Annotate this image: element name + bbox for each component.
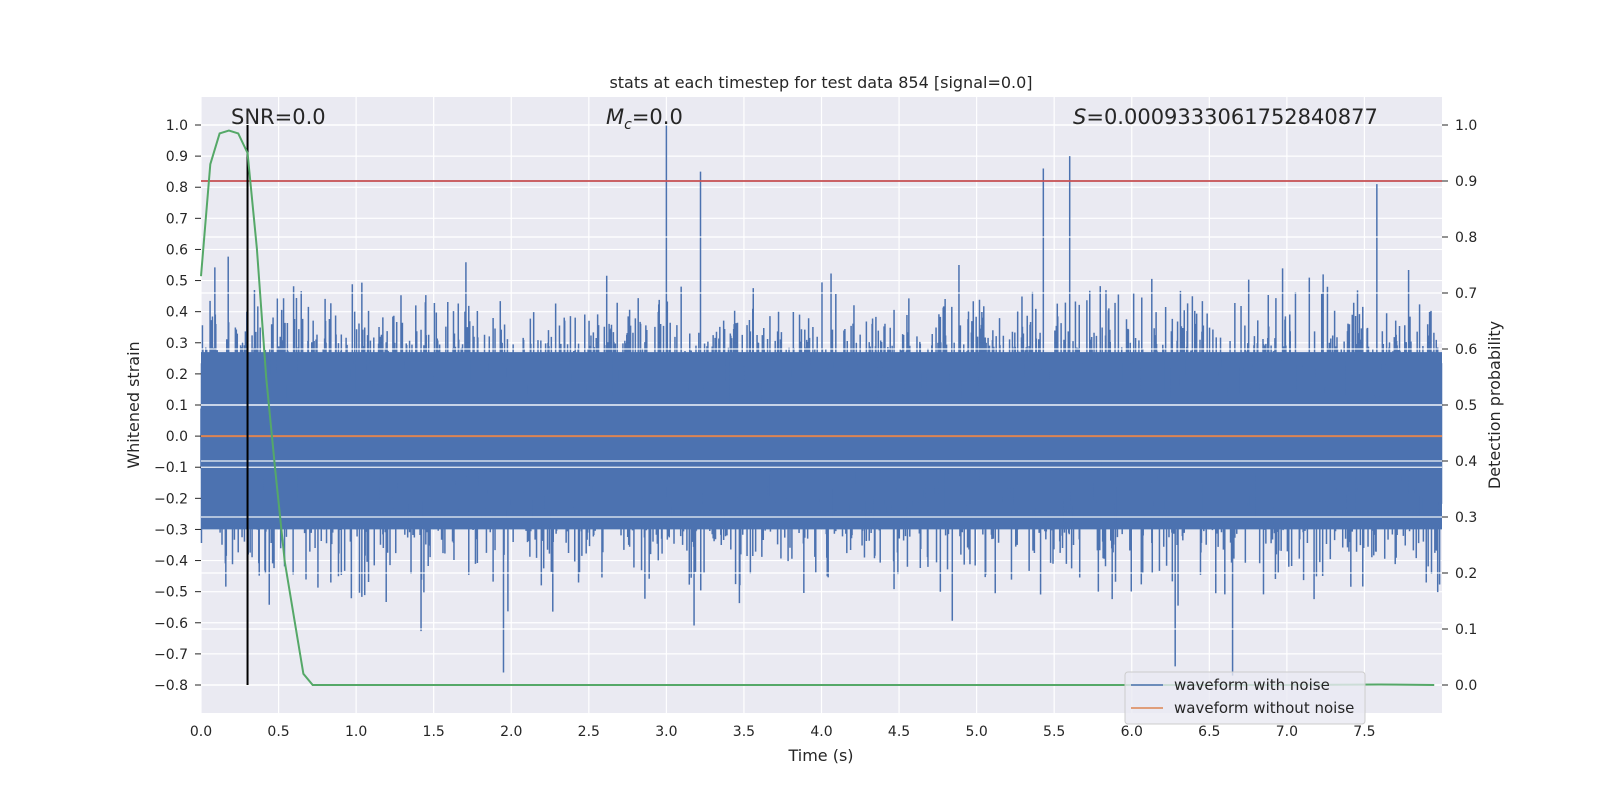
y-tick-label: −0.7 — [154, 647, 188, 663]
y-tick-label: −0.5 — [154, 585, 188, 601]
x-tick-label: 3.0 — [655, 724, 677, 740]
y-right-tick-label: 0.4 — [1455, 454, 1477, 470]
x-tick-label: 0.0 — [190, 724, 212, 740]
x-tick-label: 5.5 — [1043, 724, 1065, 740]
y-tick-label: 0.5 — [166, 274, 188, 290]
y-tick-label: 0.9 — [166, 149, 188, 165]
y-tick-label: 0.4 — [166, 305, 188, 321]
y-right-tick-label: 0.8 — [1455, 230, 1477, 246]
y-tick-label: −0.2 — [154, 491, 188, 507]
y-tick-label: −0.8 — [154, 678, 188, 694]
x-tick-label: 4.5 — [888, 724, 910, 740]
chart-title: stats at each timestep for test data 854… — [609, 73, 1032, 92]
detection-probability-line — [200, 129, 1435, 686]
x-tick-label: 6.0 — [1121, 724, 1143, 740]
y-tick-label: −0.4 — [154, 554, 188, 570]
mc-subscript: c — [624, 117, 632, 133]
y-tick-label: −0.3 — [154, 522, 188, 538]
y-right-tick-label: 0.2 — [1455, 566, 1477, 582]
score-annotation: S=0.0009333061752840877 — [1073, 105, 1378, 129]
chirp-mass-annotation: Mc=0.0 — [606, 105, 683, 133]
y-right-tick-label: 0.3 — [1455, 510, 1477, 526]
s-value: =0.0009333061752840877 — [1086, 105, 1378, 129]
series-waveform-with-noise — [200, 125, 1443, 676]
y-tick-labels: 1.0 0.9 0.8 0.7 0.6 0.5 0.4 0.3 0.2 0.1 0.0 −0.1 −0.… — [154, 118, 201, 694]
s-symbol: S — [1073, 105, 1086, 129]
mc-value: =0.0 — [632, 105, 683, 129]
snr-annotation: SNR=0.0 — [231, 105, 326, 129]
x-tick-label: 7.0 — [1276, 724, 1298, 740]
x-tick-labels: 0.0 0.5 1.0 1.5 2.0 2.5 3.0 3.5 4.0 4.5 5.0 5.5 6.0 6… — [190, 724, 1376, 740]
series-lines — [200, 124, 1442, 686]
y-right-tick-label: 0.6 — [1455, 342, 1477, 358]
legend: waveform with noise waveform without noi… — [1124, 671, 1366, 725]
y-tick-label: 0.1 — [166, 398, 188, 414]
x-tick-label: 6.5 — [1198, 724, 1220, 740]
y-right-axis-label: Detection probability — [1485, 321, 1504, 489]
x-tick-label: 2.0 — [500, 724, 522, 740]
y-tick-label: 0.3 — [166, 336, 188, 352]
x-tick-label: 0.5 — [267, 724, 289, 740]
y-tick-label: 0.7 — [166, 211, 188, 227]
y-right-tick-label: 0.1 — [1455, 622, 1477, 638]
y-tick-label: 0.0 — [166, 429, 188, 445]
x-tick-label: 4.0 — [810, 724, 832, 740]
legend-label-without-noise: waveform without noise — [1174, 699, 1354, 717]
x-tick-label: 1.0 — [345, 724, 367, 740]
y-right-tick-label: 0.9 — [1455, 174, 1477, 190]
y-right-tick-label: 0.7 — [1455, 286, 1477, 302]
y-tick-label: 1.0 — [166, 118, 188, 134]
y-tick-label: 0.8 — [166, 180, 188, 196]
legend-label-with-noise: waveform with noise — [1174, 676, 1330, 694]
y-tick-label: 0.2 — [166, 367, 188, 383]
x-axis-label: Time (s) — [787, 746, 853, 765]
y-right-tick-label: 0.5 — [1455, 398, 1477, 414]
y-tick-label: −0.6 — [154, 616, 188, 632]
x-tick-label: 1.5 — [423, 724, 445, 740]
legend-box — [1124, 671, 1366, 725]
x-tick-label: 5.0 — [965, 724, 987, 740]
x-tick-label: 3.5 — [733, 724, 755, 740]
x-tick-label: 2.5 — [578, 724, 600, 740]
y-right-tick-label: 1.0 — [1455, 118, 1477, 134]
y-tick-label: −0.1 — [154, 460, 188, 476]
y-tick-label: 0.6 — [166, 242, 188, 258]
mc-symbol: M — [606, 105, 624, 129]
x-tick-label: 7.5 — [1353, 724, 1375, 740]
y-right-tick-labels: 1.0 0.9 0.8 0.7 0.6 0.5 0.4 0.3 0.2 0.1 0.0 — [1442, 118, 1477, 694]
y-axis-label: Whitened strain — [124, 341, 143, 468]
y-right-tick-label: 0.0 — [1455, 678, 1477, 694]
